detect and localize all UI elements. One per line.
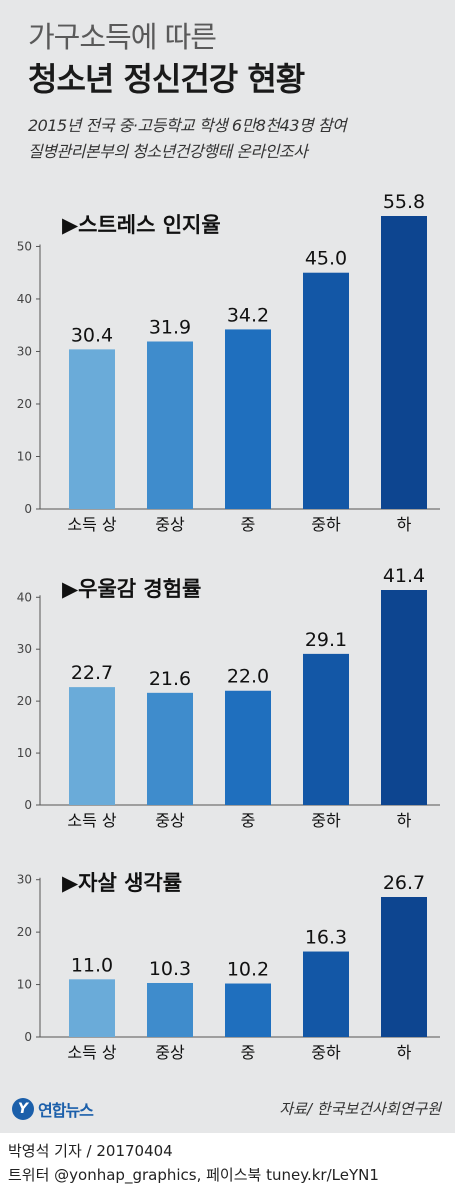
bar-value-label: 22.7 [71,662,113,684]
y-tick-label: 30 [17,873,32,887]
bar [381,216,427,509]
bar-charts: ▶스트레스 인지율 0 10 20 30 40 50 30.4 소득 상 31.9 중상 34.2 중 4… [17,191,440,1062]
category-label: 하 [397,811,412,830]
bar [225,690,271,805]
bar-value-label: 22.0 [227,666,269,688]
bar-value-label: 10.2 [227,959,269,981]
category-label: 중상 [155,515,185,534]
y-tick-label: 0 [24,502,32,516]
y-tick-label: 30 [17,642,32,656]
bar-value-label: 26.7 [383,872,425,894]
category-label: 중상 [155,811,185,830]
y-tick-label: 40 [17,292,32,306]
y-tick-label: 50 [17,239,32,253]
bar [147,692,193,805]
bar [303,951,349,1037]
chart-title: ▶자살 생각률 [62,871,182,895]
bar [225,329,271,509]
bar-value-label: 11.0 [71,954,113,976]
bar [69,687,115,805]
bar-value-label: 31.9 [149,316,191,338]
bar [381,590,427,805]
source-credit: 자료/ 한국보건사회연구원 [279,1100,441,1118]
social-credit: 트위터 @yonhap_graphics, 페이스북 tuney.kr/LeYN… [8,1166,379,1184]
category-label: 소득 상 [67,515,117,534]
bar-value-label: 29.1 [305,629,347,651]
bar [69,349,115,509]
bar-value-label: 21.6 [149,668,191,690]
chart-title: ▶우울감 경험률 [62,577,201,601]
bar [69,979,115,1037]
y-tick-label: 10 [17,978,32,992]
logo-text: 연합뉴스 [38,1101,94,1120]
y-tick-label: 20 [17,925,32,939]
subtitle-line1: 2015년 전국 중·고등학교 학생 6만8천43명 참여 [28,116,347,135]
chart-title: ▶스트레스 인지율 [62,213,221,237]
title-line2: 청소년 정신건강 현황 [28,60,305,98]
bar-value-label: 30.4 [71,324,113,346]
bar [303,272,349,509]
y-tick-label: 0 [24,798,32,812]
y-tick-label: 10 [17,449,32,463]
y-tick-label: 10 [17,746,32,760]
y-tick-label: 20 [17,397,32,411]
bar [147,341,193,509]
bar-value-label: 45.0 [305,248,347,270]
category-label: 하 [397,515,412,534]
category-label: 중 [241,1043,256,1062]
reporter-credit: 박영석 기자 / 20170404 [8,1142,173,1160]
bar-value-label: 34.2 [227,304,269,326]
title-line1: 가구소득에 따른 [28,20,217,54]
subtitle-line2: 질병관리본부의 청소년건강행태 온라인조사 [28,142,308,161]
logo-mark: Y [12,1098,34,1120]
category-label: 중하 [311,515,341,534]
bar-value-label: 41.4 [383,565,425,587]
category-label: 중상 [155,1043,185,1062]
bar [147,982,193,1037]
category-label: 중하 [311,811,341,830]
bar-value-label: 16.3 [305,927,347,949]
y-tick-label: 40 [17,590,32,604]
category-label: 소득 상 [67,1043,117,1062]
bar [381,897,427,1037]
bar-value-label: 55.8 [383,191,425,213]
category-label: 하 [397,1043,412,1062]
y-tick-label: 20 [17,694,32,708]
category-label: 소득 상 [67,811,117,830]
category-label: 중 [241,515,256,534]
y-tick-label: 30 [17,344,32,358]
bar-value-label: 10.3 [149,958,191,980]
bar [225,983,271,1037]
chart-panel [0,0,455,1133]
y-tick-label: 0 [24,1030,32,1044]
category-label: 중하 [311,1043,341,1062]
category-label: 중 [241,811,256,830]
yonhap-logo: Y 연합뉴스 [12,1097,94,1121]
bar [303,653,349,805]
